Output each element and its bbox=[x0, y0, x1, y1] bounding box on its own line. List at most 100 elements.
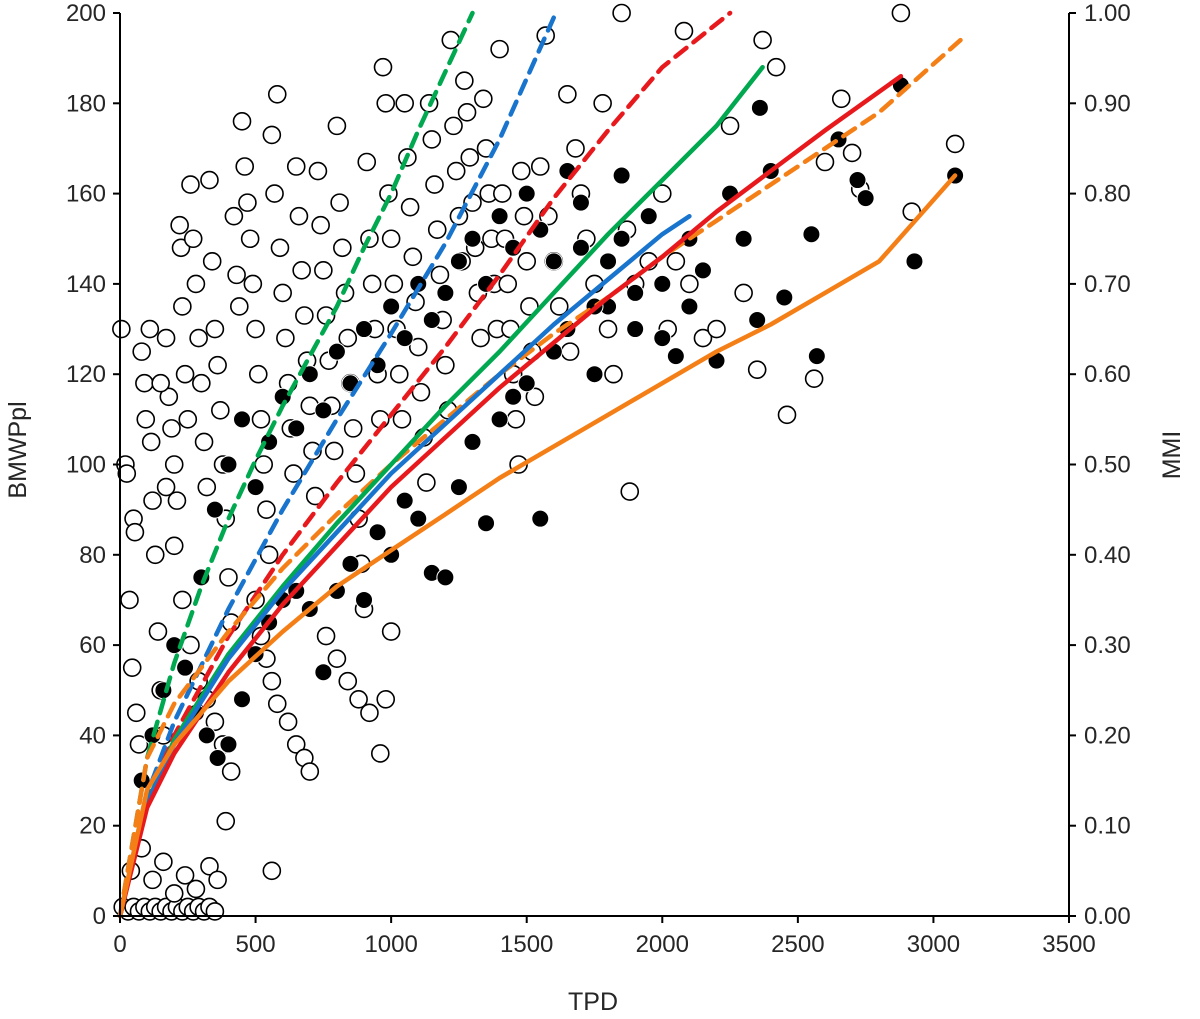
open-data-point bbox=[674, 21, 694, 41]
open-data-point bbox=[471, 328, 490, 348]
open-data-point bbox=[891, 3, 911, 23]
open-data-point bbox=[202, 252, 222, 271]
open-data-point bbox=[815, 152, 835, 172]
open-data-point bbox=[205, 319, 225, 339]
open-data-point bbox=[373, 57, 393, 77]
open-data-point bbox=[151, 373, 170, 393]
filled-data-point bbox=[246, 478, 265, 497]
open-data-point bbox=[248, 364, 268, 384]
open-data-point bbox=[720, 116, 740, 136]
open-data-point bbox=[262, 861, 282, 881]
open-data-point bbox=[360, 703, 379, 723]
axes bbox=[113, 12, 1076, 923]
open-data-point bbox=[284, 464, 303, 483]
filled-data-point bbox=[395, 491, 414, 510]
filled-data-point bbox=[355, 590, 374, 609]
open-data-point bbox=[384, 274, 404, 294]
filled-data-point bbox=[905, 252, 924, 271]
filled-data-point bbox=[490, 410, 509, 429]
open-data-point bbox=[117, 464, 137, 483]
open-data-point bbox=[566, 139, 585, 158]
open-data-point bbox=[357, 152, 377, 172]
open-data-point bbox=[143, 491, 162, 510]
open-data-point bbox=[400, 197, 420, 217]
filled-data-point bbox=[449, 252, 468, 271]
open-data-point bbox=[425, 175, 444, 194]
y2-tick-label: 0.90 bbox=[1084, 90, 1131, 117]
open-data-point bbox=[194, 432, 214, 452]
y2-tick-label: 0.20 bbox=[1084, 722, 1131, 749]
open-data-point bbox=[427, 220, 447, 240]
open-data-point bbox=[549, 297, 569, 316]
open-data-point bbox=[183, 229, 203, 249]
filled-data-point bbox=[848, 171, 867, 190]
open-data-point bbox=[173, 297, 192, 316]
y2-tick-label: 0.30 bbox=[1084, 632, 1131, 659]
open-data-point bbox=[441, 30, 461, 50]
open-data-point bbox=[403, 247, 423, 267]
y-tick-label: 0 bbox=[93, 903, 106, 930]
filled-data-point bbox=[544, 252, 563, 271]
open-data-point bbox=[238, 193, 257, 212]
filled-data-point bbox=[612, 166, 631, 185]
filled-data-point bbox=[287, 419, 306, 438]
open-data-point bbox=[766, 57, 786, 77]
open-data-point bbox=[346, 464, 366, 483]
open-data-point bbox=[560, 342, 580, 361]
open-data-point bbox=[411, 382, 431, 402]
open-data-point bbox=[734, 283, 753, 303]
open-data-point bbox=[230, 297, 249, 316]
filled-data-point bbox=[436, 568, 455, 587]
open-data-point bbox=[286, 735, 306, 754]
open-data-point bbox=[205, 712, 225, 732]
filled-data-point bbox=[802, 225, 821, 244]
open-data-point bbox=[707, 319, 726, 339]
filled-data-point bbox=[314, 401, 333, 420]
open-data-point bbox=[227, 265, 246, 285]
open-data-point bbox=[186, 274, 206, 294]
open-data-point bbox=[221, 762, 241, 781]
dashed-fit-curve-3 bbox=[117, 10, 733, 919]
y-tick-label: 60 bbox=[79, 632, 106, 659]
open-data-point bbox=[167, 491, 187, 510]
filled-data-point bbox=[233, 690, 252, 709]
filled-data-point bbox=[626, 320, 645, 339]
filled-data-point bbox=[197, 726, 216, 745]
open-data-point bbox=[338, 671, 358, 691]
filled-data-point bbox=[599, 252, 618, 271]
open-data-point bbox=[422, 130, 442, 149]
open-data-point bbox=[270, 238, 290, 258]
open-data-point bbox=[945, 134, 965, 154]
dashed-fit-curve-1 bbox=[117, 10, 475, 919]
open-data-point bbox=[530, 157, 550, 176]
open-data-point bbox=[327, 649, 347, 668]
filled-data-point bbox=[612, 229, 631, 248]
y-tick-label: 120 bbox=[66, 361, 106, 388]
filled-data-point bbox=[395, 329, 414, 348]
filled-data-point bbox=[775, 288, 794, 307]
open-data-point bbox=[129, 735, 149, 754]
open-data-point bbox=[156, 477, 176, 497]
filled-data-point bbox=[748, 311, 767, 330]
open-data-point bbox=[316, 306, 336, 325]
open-data-point bbox=[262, 125, 282, 145]
open-data-point bbox=[311, 215, 330, 235]
open-data-point bbox=[140, 319, 160, 339]
filled-data-point bbox=[626, 283, 645, 302]
plot-points bbox=[112, 3, 965, 921]
open-data-point bbox=[324, 441, 344, 461]
filled-data-point bbox=[693, 261, 712, 280]
filled-data-point bbox=[422, 311, 441, 330]
open-data-point bbox=[314, 261, 333, 280]
open-data-point bbox=[436, 355, 455, 375]
open-data-point bbox=[395, 94, 415, 113]
dashed-fit-curve-4 bbox=[117, 37, 963, 919]
open-data-point bbox=[181, 175, 200, 194]
filled-data-point bbox=[750, 98, 769, 117]
open-data-point bbox=[156, 328, 176, 348]
open-data-point bbox=[219, 568, 238, 587]
open-data-point bbox=[170, 215, 189, 235]
open-data-point bbox=[189, 328, 208, 348]
open-data-point bbox=[164, 536, 184, 556]
open-data-point bbox=[376, 94, 396, 113]
